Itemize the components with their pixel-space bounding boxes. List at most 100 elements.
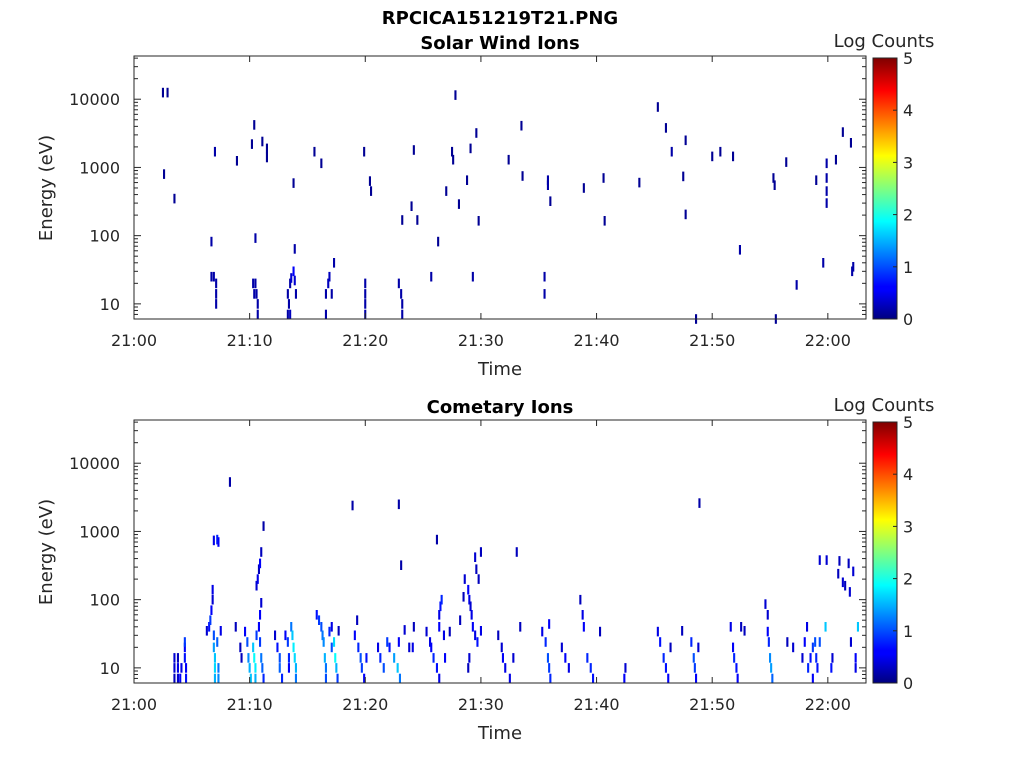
heatmap-cell xyxy=(471,622,474,632)
heatmap-cell xyxy=(662,653,665,663)
heatmap-cell xyxy=(586,653,589,663)
heatmap-cell xyxy=(412,145,415,155)
heatmap-cell xyxy=(324,289,327,299)
heatmap-cell xyxy=(290,622,293,632)
heatmap-cell xyxy=(397,499,400,510)
heatmap-cell xyxy=(216,534,219,545)
heatmap-cell xyxy=(252,642,255,653)
heatmap-cell xyxy=(818,637,821,647)
heatmap-cell xyxy=(212,630,215,641)
heatmap-cell xyxy=(479,626,482,636)
heatmap-cell xyxy=(328,626,331,637)
heatmap-cell xyxy=(815,653,818,663)
heatmap-cell xyxy=(567,663,570,673)
heatmap-cell xyxy=(599,626,602,637)
heatmap-cell xyxy=(257,564,260,574)
heatmap-cell xyxy=(212,271,215,282)
heatmap-cell xyxy=(467,663,470,673)
heatmap-cell xyxy=(370,186,373,196)
heatmap-cell xyxy=(438,622,441,632)
x-tick-label: 21:30 xyxy=(458,695,504,714)
heatmap-cell xyxy=(281,673,284,684)
heatmap-cell xyxy=(736,673,739,684)
heatmap-cell xyxy=(290,273,293,283)
colorbar xyxy=(872,57,898,320)
heatmap-cell xyxy=(163,169,166,179)
heatmap-cell xyxy=(838,556,841,566)
heatmap-cell xyxy=(212,642,215,653)
heatmap-cell xyxy=(250,139,253,149)
heatmap-cell xyxy=(401,215,404,225)
heatmap-cell xyxy=(353,630,356,641)
heatmap-cell xyxy=(656,102,659,112)
heatmap-cell xyxy=(664,663,667,673)
heatmap-cell xyxy=(430,271,433,282)
heatmap-cell xyxy=(825,173,828,183)
x-tick-label: 21:20 xyxy=(342,331,388,350)
heatmap-cell xyxy=(336,673,339,684)
heatmap-cell xyxy=(364,289,367,299)
heatmap-cell xyxy=(824,622,827,632)
heatmap-cell xyxy=(811,642,814,653)
heatmap-cell xyxy=(388,642,391,653)
heatmap-cell xyxy=(213,146,216,157)
heatmap-cell xyxy=(210,271,213,282)
heatmap-cell xyxy=(445,186,448,196)
heatmap-cell xyxy=(684,135,687,146)
heatmap-cell xyxy=(322,637,325,647)
heatmap-cell xyxy=(543,271,546,282)
heatmap-cell xyxy=(807,663,810,673)
heatmap-cell xyxy=(364,299,367,309)
heatmap-cell xyxy=(466,175,469,185)
heatmap-cell xyxy=(401,309,404,320)
heatmap-cell xyxy=(698,498,701,508)
heatmap-cell xyxy=(659,637,662,647)
heatmap-cell xyxy=(432,653,435,663)
heatmap-cell xyxy=(425,626,428,637)
heatmap-cell xyxy=(211,584,214,595)
y-tick-label: 10 xyxy=(100,659,120,678)
heatmap-cell xyxy=(773,180,776,190)
colorbar-tick-label: 3 xyxy=(903,153,913,172)
heatmap-cell xyxy=(439,601,442,612)
heatmap-cell xyxy=(467,584,470,595)
heatmap-cell xyxy=(357,642,360,653)
heatmap-cell xyxy=(682,171,685,182)
y-tick-label: 10 xyxy=(100,295,120,314)
heatmap-cell xyxy=(215,289,218,299)
heatmap-cell xyxy=(667,673,670,684)
heatmap-cell xyxy=(397,637,400,647)
heatmap-cell xyxy=(818,555,821,565)
heatmap-cell xyxy=(451,146,454,157)
heatmap-cell xyxy=(328,271,331,282)
heatmap-cell xyxy=(412,622,415,632)
heatmap-cell xyxy=(287,653,290,663)
heatmap-cell xyxy=(764,599,767,609)
heatmap-cell xyxy=(438,610,441,620)
heatmap-cell xyxy=(173,653,176,663)
heatmap-cell xyxy=(286,309,289,320)
heatmap-cell xyxy=(766,610,769,620)
heatmap-cell xyxy=(849,138,852,148)
heatmap-cell xyxy=(729,622,732,632)
heatmap-cell xyxy=(681,626,684,636)
heatmap-cell xyxy=(848,587,851,597)
heatmap-cell xyxy=(255,630,258,641)
heatmap-cell xyxy=(475,564,478,574)
heatmap-cell xyxy=(589,663,592,673)
heatmap-cell xyxy=(664,123,667,133)
heatmap-cell xyxy=(837,568,840,579)
heatmap-cell xyxy=(520,120,523,131)
heatmap-cell xyxy=(289,309,292,320)
heatmap-cell xyxy=(508,673,511,684)
heatmap-cell xyxy=(260,598,263,608)
heatmap-cell xyxy=(854,653,857,663)
colorbar-ticks: 0 1 2 3 4 5 xyxy=(893,49,913,329)
heatmap-cell xyxy=(849,637,852,647)
heatmap-cell xyxy=(830,663,833,673)
heatmap-cell xyxy=(257,622,260,632)
heatmap-cell xyxy=(185,663,188,673)
heatmap-cell xyxy=(546,653,549,663)
heatmap-cell xyxy=(474,630,477,641)
heatmap-cell xyxy=(324,663,327,673)
